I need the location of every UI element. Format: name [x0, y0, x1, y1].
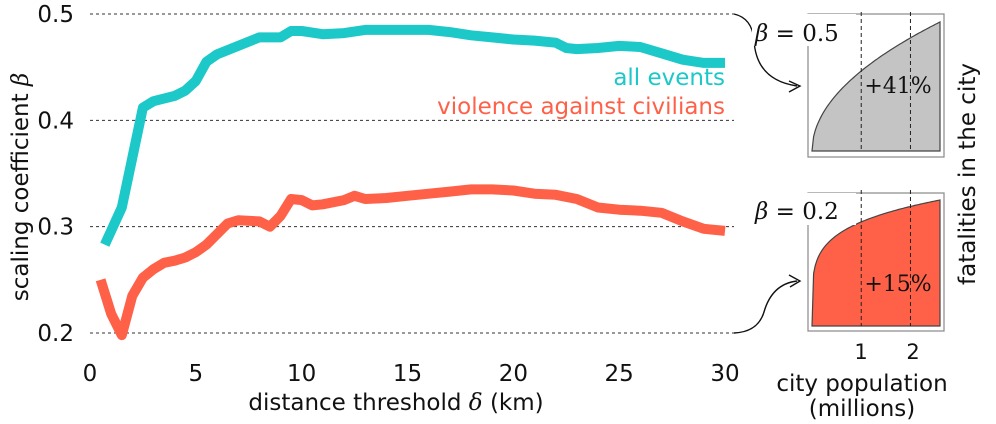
y-tick-label: 0.2	[37, 321, 74, 347]
inset-top-beta-value: = 0.5	[776, 21, 839, 47]
x-tick-label: 0	[83, 361, 98, 387]
legend-violence-against-civilians: violence against civilians	[437, 94, 725, 120]
inset-bottom-title-bg	[752, 193, 856, 225]
inset-y-axis-label: fatalities in the city	[955, 63, 981, 285]
inset-top-area	[811, 21, 941, 152]
inset-bottom-beta-value: = 0.2	[776, 199, 839, 225]
inset-bottom-title: β = 0.2	[754, 199, 839, 225]
inset-top-beta-symbol: β	[754, 21, 768, 47]
main-scaling-plot: all events violence against civilians 0.…	[8, 2, 740, 416]
x-tick-label: 15	[393, 361, 422, 387]
connector-lower	[733, 280, 798, 334]
inset-top-title-bg	[752, 14, 856, 46]
x-axis-unit: (km)	[490, 390, 544, 416]
inset-x-axis-label: city population	[776, 371, 947, 397]
x-tick-labels: 0 5 10 15 20 25 30	[83, 361, 740, 387]
y-tick-label: 0.3	[37, 215, 74, 241]
x-tick-label: 30	[710, 361, 739, 387]
inset-top-increase-label: +41%	[864, 74, 931, 99]
connector-upper-arrowhead	[788, 80, 802, 93]
y-axis-symbol: β	[8, 73, 34, 87]
inset-beta-0.5: β = 0.5 +41%	[752, 12, 945, 158]
inset-top-title: β = 0.5	[754, 21, 839, 47]
x-tick-label: 5	[189, 361, 204, 387]
inset-bottom-frame	[807, 192, 945, 332]
inset-x-tick-1: 1	[854, 340, 867, 364]
connector-lower-arrowhead	[788, 274, 802, 288]
series-lines	[95, 24, 726, 341]
x-axis-label: distance threshold δ (km)	[248, 390, 543, 416]
inset-top-frame	[807, 13, 945, 158]
inset-beta-0.2: β = 0.2 +15% 1 2 city population (millio…	[752, 63, 981, 422]
y-axis-label-text: scaling coefficient	[8, 93, 34, 301]
x-tick-label: 25	[605, 361, 634, 387]
series-line-0	[100, 24, 725, 247]
y-tick-label: 0.5	[37, 2, 74, 28]
series-line-1	[95, 184, 726, 341]
inset-x-axis-unit: (millions)	[809, 396, 916, 422]
legend-all-events: all events	[613, 65, 725, 91]
y-tick-label: 0.4	[37, 108, 74, 134]
inset-bottom-beta-symbol: β	[754, 199, 768, 225]
y-axis-label: scaling coefficient β	[8, 73, 34, 302]
inset-x-tick-2: 2	[906, 340, 919, 364]
x-tick-label: 20	[499, 361, 528, 387]
inset-bottom-area	[811, 199, 941, 327]
x-tick-label: 10	[287, 361, 316, 387]
y-tick-labels: 0.2 0.3 0.4 0.5	[37, 2, 74, 347]
inset-bottom-increase-label: +15%	[864, 272, 931, 297]
x-axis-label-text: distance threshold	[248, 390, 461, 416]
x-axis-symbol: δ	[469, 390, 483, 416]
horizontal-grid	[90, 13, 734, 334]
connector-arrows	[733, 13, 802, 334]
